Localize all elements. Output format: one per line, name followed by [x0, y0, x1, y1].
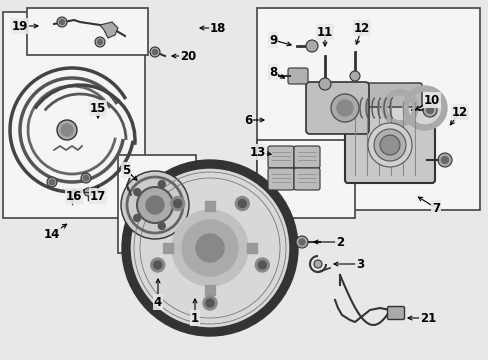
Text: 21: 21 [419, 311, 435, 324]
Circle shape [133, 189, 141, 195]
Circle shape [367, 123, 411, 167]
Text: 13: 13 [249, 145, 265, 158]
Bar [257, 8, 479, 210]
Circle shape [121, 171, 189, 239]
Circle shape [305, 40, 317, 52]
FancyBboxPatch shape [293, 146, 319, 168]
Circle shape [258, 261, 266, 269]
FancyBboxPatch shape [305, 82, 368, 134]
Circle shape [373, 129, 405, 161]
Circle shape [133, 215, 141, 221]
FancyBboxPatch shape [345, 97, 434, 183]
Text: 17: 17 [90, 189, 106, 202]
Polygon shape [100, 22, 118, 38]
Text: 20: 20 [180, 49, 196, 63]
Circle shape [158, 181, 165, 188]
Circle shape [95, 37, 105, 47]
Circle shape [313, 260, 321, 268]
Circle shape [437, 153, 451, 167]
Circle shape [330, 94, 358, 122]
FancyBboxPatch shape [267, 146, 293, 168]
Circle shape [84, 188, 92, 196]
Circle shape [422, 103, 436, 117]
Text: 15: 15 [90, 102, 106, 114]
Circle shape [97, 40, 102, 45]
Circle shape [349, 71, 359, 81]
Bar [204, 201, 215, 211]
Circle shape [173, 202, 180, 208]
Text: 3: 3 [355, 257, 364, 270]
Circle shape [57, 17, 67, 27]
Text: 4: 4 [154, 296, 162, 309]
Circle shape [60, 19, 64, 24]
Bar [257, 140, 354, 218]
Circle shape [379, 135, 399, 155]
Text: 7: 7 [431, 202, 439, 215]
Bar [204, 285, 215, 295]
Bar [3, 12, 145, 218]
Text: 11: 11 [316, 26, 332, 39]
Circle shape [182, 220, 238, 276]
Circle shape [83, 175, 88, 180]
Circle shape [146, 196, 163, 214]
Bar [246, 243, 257, 253]
Circle shape [153, 261, 162, 269]
Circle shape [336, 100, 352, 116]
Text: 8: 8 [268, 66, 277, 78]
Circle shape [295, 236, 307, 248]
Text: 5: 5 [122, 163, 130, 176]
Circle shape [150, 47, 160, 57]
Bar [163, 243, 173, 253]
Text: 16: 16 [66, 189, 82, 202]
Circle shape [173, 199, 182, 207]
Circle shape [68, 192, 76, 200]
FancyBboxPatch shape [386, 306, 404, 320]
Circle shape [61, 124, 73, 136]
Circle shape [196, 234, 224, 262]
Text: 1: 1 [190, 311, 199, 324]
Circle shape [298, 239, 305, 245]
FancyBboxPatch shape [357, 83, 421, 107]
Text: 12: 12 [353, 22, 369, 35]
Text: 18: 18 [209, 22, 226, 35]
Circle shape [150, 258, 164, 272]
Circle shape [81, 173, 91, 183]
Circle shape [426, 107, 433, 113]
Text: 19: 19 [12, 19, 28, 32]
Text: 2: 2 [335, 235, 344, 248]
Circle shape [158, 222, 165, 229]
Circle shape [255, 258, 269, 272]
Text: 14: 14 [44, 228, 60, 240]
Circle shape [49, 180, 54, 184]
Circle shape [152, 49, 157, 54]
Text: 9: 9 [268, 33, 277, 46]
FancyBboxPatch shape [267, 168, 293, 190]
Text: 6: 6 [244, 113, 252, 126]
Circle shape [57, 120, 77, 140]
Circle shape [441, 157, 447, 163]
Bar [118, 155, 196, 253]
Circle shape [205, 299, 214, 307]
Bar [27, 8, 148, 55]
Text: 12: 12 [451, 105, 467, 118]
Circle shape [386, 95, 412, 121]
Circle shape [130, 168, 289, 328]
Circle shape [172, 210, 247, 286]
Circle shape [137, 187, 173, 223]
Text: 10: 10 [423, 94, 439, 107]
FancyBboxPatch shape [287, 68, 307, 84]
FancyBboxPatch shape [293, 168, 319, 190]
Circle shape [47, 177, 57, 187]
Circle shape [235, 197, 249, 211]
Circle shape [318, 78, 330, 90]
Circle shape [203, 296, 217, 310]
Circle shape [407, 91, 441, 125]
Circle shape [238, 199, 246, 207]
Circle shape [170, 197, 184, 211]
